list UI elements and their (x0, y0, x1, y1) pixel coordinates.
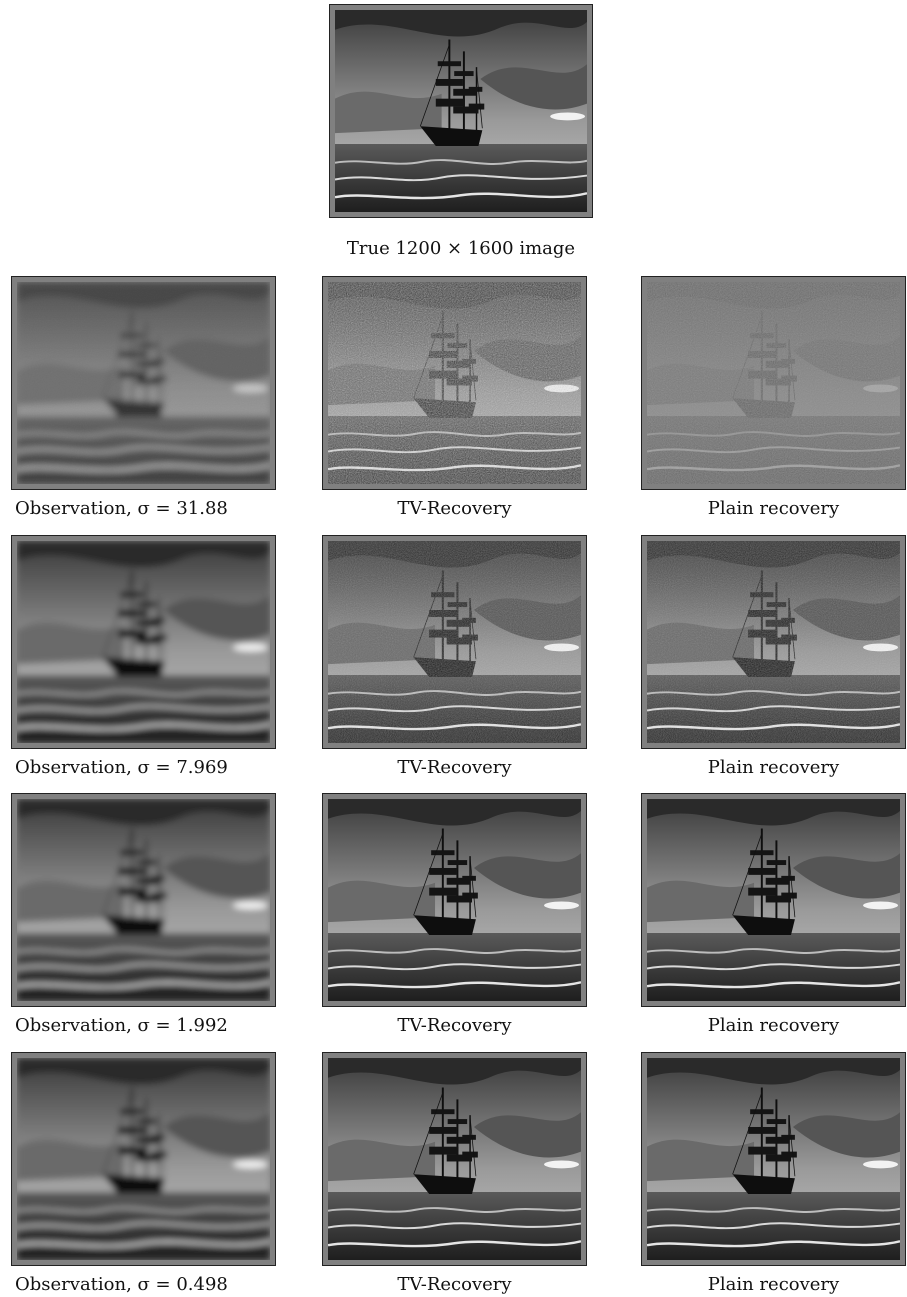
tv-recovery-caption-row-1: TV-Recovery (397, 498, 512, 519)
plain-recovery-caption-row-4: Plain recovery (707, 1274, 840, 1295)
tv-recovery-caption-row-4: TV-Recovery (397, 1274, 512, 1295)
plain-recovery-image-row-3 (641, 793, 906, 1007)
plain-recovery-caption-row-1: Plain recovery (707, 498, 840, 519)
observation-image-row-3 (11, 793, 276, 1007)
observation-image-row-4 (11, 1052, 276, 1266)
tv-recovery-image-row-2 (322, 535, 587, 749)
observation-caption-row-2: Observation, σ = 7.969 (15, 757, 228, 778)
plain-recovery-caption-row-3: Plain recovery (707, 1015, 840, 1036)
observation-caption-row-3: Observation, σ = 1.992 (15, 1015, 228, 1036)
tv-recovery-image-row-3 (322, 793, 587, 1007)
plain-recovery-image-row-1 (641, 276, 906, 490)
true-image (329, 4, 593, 218)
plain-recovery-image-row-4 (641, 1052, 906, 1266)
plain-recovery-caption-row-2: Plain recovery (707, 757, 840, 778)
true-image-caption: True 1200 × 1600 image (346, 238, 576, 259)
observation-image-row-2 (11, 535, 276, 749)
tv-recovery-caption-row-3: TV-Recovery (397, 1015, 512, 1036)
plain-recovery-image-row-2 (641, 535, 906, 749)
observation-image-row-1 (11, 276, 276, 490)
tv-recovery-caption-row-2: TV-Recovery (397, 757, 512, 778)
tv-recovery-image-row-4 (322, 1052, 587, 1266)
observation-caption-row-1: Observation, σ = 31.88 (15, 498, 228, 519)
observation-caption-row-4: Observation, σ = 0.498 (15, 1274, 228, 1295)
tv-recovery-image-row-1 (322, 276, 587, 490)
